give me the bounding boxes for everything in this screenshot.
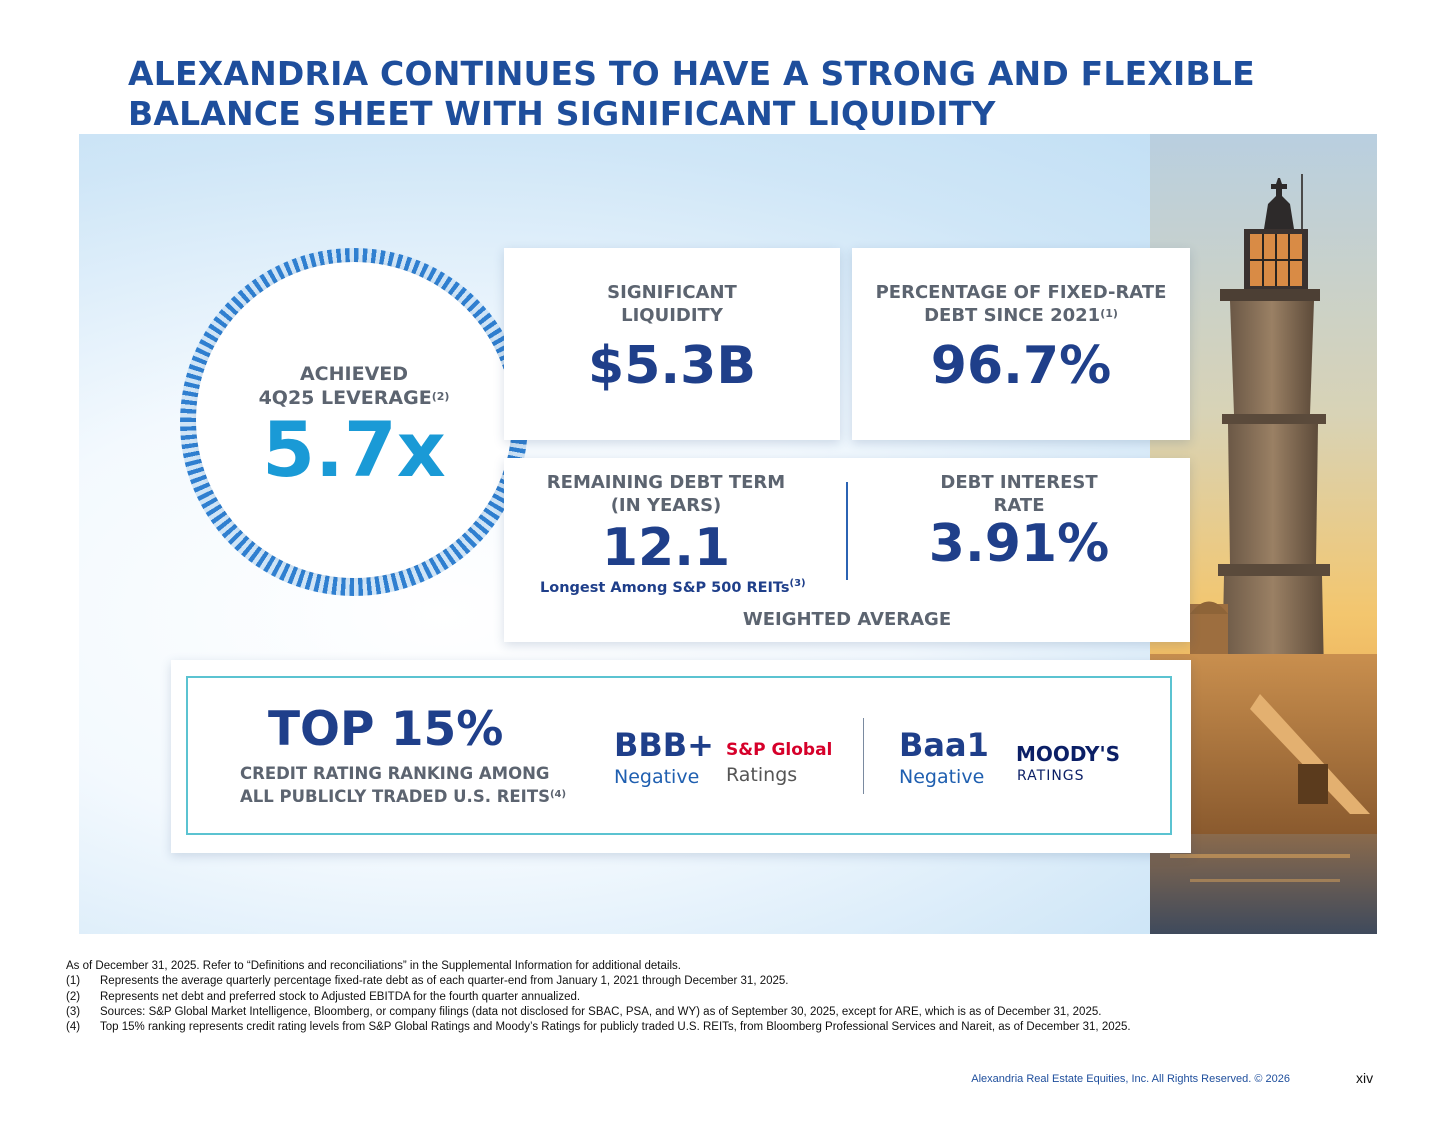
leverage-circle: ACHIEVED 4Q25 LEVERAGE(2) 5.7x bbox=[196, 262, 512, 578]
leverage-label-1: ACHIEVED bbox=[299, 363, 409, 385]
ratings-panel bbox=[171, 660, 1191, 853]
liquidity-label-1: SIGNIFICANT bbox=[607, 282, 737, 303]
footnote-num: (1) bbox=[66, 975, 81, 988]
moodys-logo: MOODY'S bbox=[1016, 742, 1121, 766]
page-number: xiv bbox=[1356, 1070, 1374, 1086]
debt-term-label-2: (IN YEARS) bbox=[610, 495, 722, 516]
debt-term-note: Longest Among S&P 500 REITs(3) bbox=[540, 578, 806, 596]
fixed-rate-label-1: PERCENTAGE OF FIXED-RATE bbox=[875, 282, 1167, 303]
lighthouse-image bbox=[1150, 174, 1377, 934]
sp-logo-text: S&P Global bbox=[726, 740, 833, 760]
ratings-divider bbox=[863, 718, 864, 794]
fixed-rate-card: PERCENTAGE OF FIXED-RATE DEBT SINCE 2021… bbox=[852, 248, 1190, 440]
debt-term-value: 12.1 bbox=[601, 518, 731, 578]
footnote-1: (1) Represents the average quarterly perc… bbox=[66, 974, 1366, 989]
fixed-rate-label-2-text: DEBT SINCE 2021 bbox=[924, 305, 1101, 326]
liquidity-label-2: LIQUIDITY bbox=[621, 305, 723, 326]
footnote-num: (4) bbox=[66, 1021, 81, 1034]
weighted-average-label: WEIGHTED AVERAGE bbox=[742, 609, 952, 630]
fixed-rate-footnote-ref: (1) bbox=[1100, 307, 1118, 320]
leverage-value: 5.7x bbox=[262, 405, 446, 494]
footnote-2: (2) Represents net debt and preferred sto… bbox=[66, 990, 1366, 1005]
footnote-4: (4) Top 15% ranking represents credit rat… bbox=[66, 1020, 1366, 1035]
interest-section: DEBT INTEREST RATE 3.91% bbox=[848, 458, 1190, 588]
footnote-intro: As of December 31, 2025. Refer to “Defin… bbox=[66, 960, 681, 972]
footnote-3: (3) Sources: S&P Global Market Intelligen… bbox=[66, 1005, 1366, 1020]
ranking-desc-line-2: ALL PUBLICLY TRADED U.S. REITS(4) bbox=[240, 785, 566, 808]
leverage-label-2-text: 4Q25 LEVERAGE bbox=[258, 387, 432, 409]
fixed-rate-label-2: DEBT SINCE 2021(1) bbox=[852, 304, 1190, 327]
moodys-rating: Baa1 bbox=[899, 726, 989, 764]
sp-outlook: Negative bbox=[614, 766, 700, 788]
weighted-average-card: REMAINING DEBT TERM (IN YEARS) 12.1 Long… bbox=[504, 458, 1190, 642]
debt-term-label-1: REMAINING DEBT TERM bbox=[546, 472, 786, 493]
card-divider bbox=[846, 482, 848, 580]
copyright: Alexandria Real Estate Equities, Inc. Al… bbox=[971, 1073, 1290, 1085]
sp-logo-sub: Ratings bbox=[726, 764, 798, 786]
fixed-rate-value: 96.7% bbox=[930, 336, 1112, 396]
moodys-outlook: Negative bbox=[899, 766, 985, 788]
footnote-text: Sources: S&P Global Market Intelligence,… bbox=[100, 1005, 1102, 1018]
debt-term-note-text: Longest Among S&P 500 REITs bbox=[540, 580, 790, 596]
footnote-text: Represents net debt and preferred stock … bbox=[100, 990, 581, 1003]
footnotes: As of December 31, 2025. Refer to “Defin… bbox=[66, 959, 1366, 1035]
ratings-panel-border: TOP 15% CREDIT RATING RANKING AMONG ALL … bbox=[186, 676, 1172, 835]
interest-label-2: RATE bbox=[993, 495, 1045, 516]
footnote-num: (3) bbox=[66, 1005, 81, 1018]
debt-term-section: REMAINING DEBT TERM (IN YEARS) 12.1 bbox=[504, 458, 828, 588]
leverage-label-2: 4Q25 LEVERAGE(2) bbox=[196, 387, 512, 410]
debt-term-note-ref: (3) bbox=[789, 578, 806, 589]
ranking-description: CREDIT RATING RANKING AMONG ALL PUBLICLY… bbox=[240, 762, 566, 808]
leverage-footnote-ref: (2) bbox=[431, 390, 450, 403]
ranking-value: TOP 15% bbox=[268, 702, 504, 757]
footnote-num: (2) bbox=[66, 990, 81, 1003]
title-line-2: BALANCE SHEET WITH SIGNIFICANT LIQUIDITY bbox=[128, 94, 996, 133]
interest-value: 3.91% bbox=[928, 514, 1110, 574]
footnote-text: Top 15% ranking represents credit rating… bbox=[100, 1021, 1131, 1034]
title-line-1: ALEXANDRIA CONTINUES TO HAVE A STRONG AN… bbox=[128, 54, 1255, 93]
ranking-footnote-ref: (4) bbox=[549, 789, 567, 800]
footnote-text: Represents the average quarterly percent… bbox=[100, 975, 789, 988]
sp-logo: S&P Global bbox=[726, 740, 832, 760]
moodys-logo-sub: RATINGS bbox=[1017, 768, 1085, 784]
liquidity-card: SIGNIFICANT LIQUIDITY $5.3B bbox=[504, 248, 840, 440]
ranking-desc-line-2-text: ALL PUBLICLY TRADED U.S. REITS bbox=[240, 787, 550, 806]
liquidity-value: $5.3B bbox=[588, 336, 756, 396]
page-title: ALEXANDRIA CONTINUES TO HAVE A STRONG AN… bbox=[128, 54, 1278, 134]
ranking-desc-line-1: CREDIT RATING RANKING AMONG bbox=[240, 764, 550, 783]
sp-rating: BBB+ bbox=[614, 726, 714, 764]
interest-label-1: DEBT INTEREST bbox=[940, 472, 1098, 493]
